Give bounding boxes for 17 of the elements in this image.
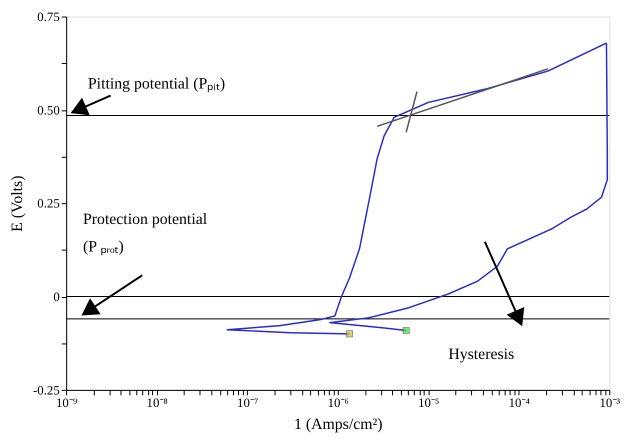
y-tick-label: 0.75 [37, 10, 60, 24]
x-tick-label: 10⁻⁶ [328, 396, 349, 410]
x-tick-label: 10⁻⁹ [56, 396, 78, 410]
x-tick-label: 10⁻⁴ [508, 396, 530, 410]
x-tick-label: 10⁻³ [599, 396, 620, 410]
annotation: Pitting potential (Pₚᵢₜ) [88, 76, 226, 93]
x-tick-label: 10⁻⁸ [146, 396, 168, 410]
x-tick-label: 10⁻⁷ [237, 396, 258, 410]
annotation: Protection potential (P ₚᵣₒₜ) [82, 210, 208, 256]
y-axis-title: E (Volts) [9, 176, 26, 232]
annotation: Hysteresis [448, 346, 514, 364]
y-tick-label: 0.25 [37, 196, 60, 211]
y-tick-label: 0.50 [37, 103, 60, 118]
x-tick-label: 10⁻⁵ [418, 396, 440, 410]
y-tick-label: 0 [53, 290, 60, 304]
y-tick-label: -0.25 [33, 383, 60, 398]
x-axis-title: 1 (Amps/cm²) [294, 416, 383, 433]
